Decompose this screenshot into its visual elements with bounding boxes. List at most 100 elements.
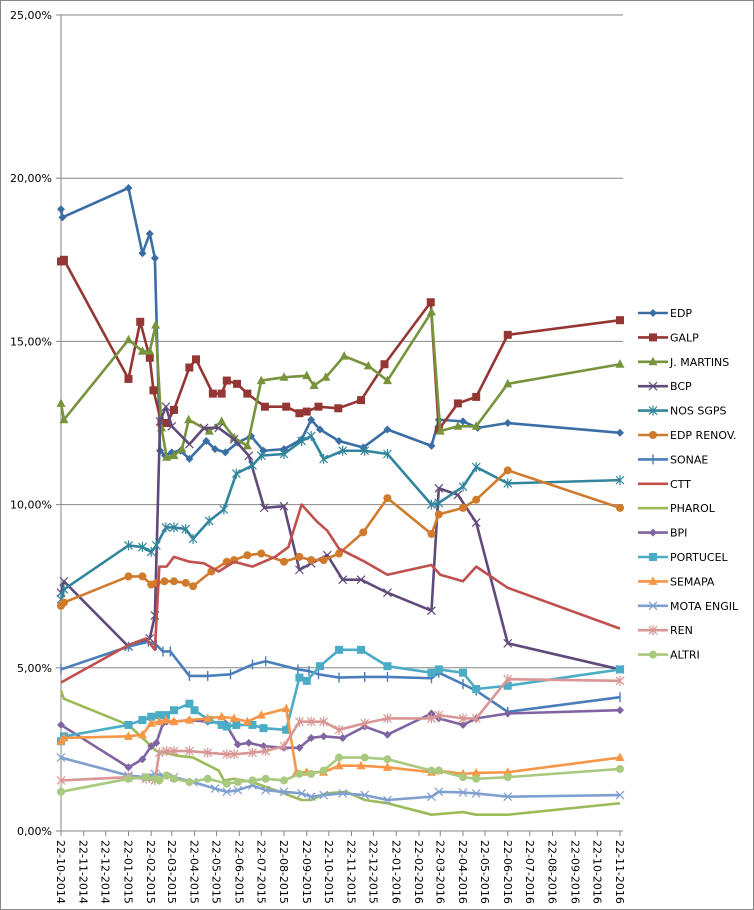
data-point-bcp — [167, 421, 177, 431]
data-point-bcp — [184, 439, 194, 449]
data-point-j-martins — [471, 421, 481, 430]
data-point-j-martins — [145, 346, 155, 355]
series-nos-sgps — [56, 431, 625, 605]
data-point-edp — [185, 454, 194, 463]
data-point-mota-engil — [503, 792, 513, 802]
data-point-mota-engil — [383, 795, 392, 805]
data-point-portucel — [222, 722, 231, 731]
data-point-semapa — [229, 713, 239, 722]
data-point-nos-sgps — [188, 533, 198, 544]
data-point-j-martins — [217, 416, 227, 425]
data-point-galp — [260, 402, 269, 411]
x-tick-label: 22-03-2015 — [165, 840, 178, 904]
data-point-ren — [306, 716, 316, 727]
legend-label: REN — [670, 624, 693, 637]
data-point-nos-sgps — [248, 460, 257, 471]
data-point-portucel — [138, 716, 147, 725]
legend-entry-ctt: CTT — [638, 478, 691, 491]
data-point-galp — [208, 389, 217, 398]
data-point-semapa — [203, 713, 213, 722]
data-point-semapa — [169, 716, 179, 726]
data-point-mota-engil — [222, 787, 232, 797]
series-edp-renov — [57, 466, 624, 610]
data-point-bpi — [383, 730, 392, 739]
legend-entry-edp-renov: EDP RENOV. — [638, 429, 736, 442]
data-point-edp — [124, 183, 133, 192]
data-point-ren — [222, 749, 232, 760]
data-point-altri — [360, 753, 369, 762]
y-tick-label: 5,00% — [17, 662, 52, 675]
legend-label: BPI — [670, 527, 687, 540]
data-point-mota-engil — [471, 789, 481, 798]
data-point-j-martins — [59, 414, 69, 424]
data-point-nos-sgps — [204, 515, 214, 526]
data-point-edp-renov — [383, 494, 392, 503]
series-galp — [57, 255, 624, 434]
data-point-bcp — [338, 575, 348, 585]
data-point-altri — [503, 773, 512, 782]
data-point-nos-sgps — [151, 540, 161, 551]
data-point-bpi — [616, 706, 624, 715]
data-point-ren — [319, 716, 329, 727]
data-point-nos-sgps — [338, 445, 348, 456]
data-point-altri — [335, 753, 344, 762]
x-tick-label: 22-10-2015 — [322, 840, 335, 904]
data-point-portucel — [434, 665, 443, 674]
data-point-j-martins — [309, 380, 319, 389]
data-point-mota-engil — [427, 792, 436, 802]
data-point-ren — [279, 741, 289, 752]
data-point-bcp — [434, 483, 444, 493]
data-point-altri — [169, 774, 178, 783]
data-point-nos-sgps — [458, 481, 468, 492]
x-tick-label: 22-04-2015 — [188, 840, 201, 904]
data-point-ren — [154, 747, 164, 758]
legend-label: EDP — [670, 307, 692, 320]
legend-entry-portucel: PORTUCEL — [638, 551, 729, 564]
legend-entry-galp: GALP — [638, 331, 699, 344]
legend-marker — [648, 576, 658, 585]
series-line-ctt — [60, 503, 621, 684]
data-point-altri — [616, 764, 624, 773]
data-point-bpi — [319, 732, 328, 741]
data-point-edp-renov — [319, 556, 328, 565]
data-point-edp — [150, 254, 159, 263]
data-point-nos-sgps — [256, 450, 266, 461]
data-point-galp — [185, 363, 194, 372]
data-point-edp — [202, 436, 211, 445]
data-point-altri — [162, 771, 171, 780]
data-point-bcp — [383, 588, 392, 598]
series-ren — [56, 674, 625, 786]
data-point-galp — [243, 389, 252, 398]
data-point-altri — [155, 776, 164, 785]
data-point-mota-engil — [615, 790, 625, 800]
data-point-ren — [471, 713, 481, 724]
data-point-mota-engil — [297, 789, 307, 798]
data-point-j-martins — [435, 426, 445, 435]
legend-label: ALTRI — [670, 649, 700, 662]
data-point-j-martins — [177, 444, 187, 453]
data-point-j-martins — [151, 320, 161, 329]
data-point-nos-sgps — [427, 499, 436, 510]
legend-entry-bpi: BPI — [638, 527, 687, 540]
data-point-altri — [383, 755, 392, 764]
data-point-j-martins — [302, 370, 312, 380]
series-portucel — [57, 645, 624, 746]
y-tick-label: 15,00% — [10, 335, 52, 348]
x-tick-label: 22-11-2014 — [77, 840, 90, 904]
data-point-galp — [217, 389, 226, 398]
data-point-bpi — [57, 720, 65, 729]
y-tick-label: 10,00% — [10, 499, 52, 512]
data-point-galp — [302, 407, 311, 416]
data-point-semapa — [503, 767, 513, 776]
data-point-mota-engil — [233, 785, 243, 795]
data-point-j-martins — [615, 359, 625, 368]
data-point-mota-engil — [458, 788, 468, 797]
legend-label: J. MARTINS — [669, 356, 729, 369]
data-point-edp-renov — [181, 578, 190, 587]
legend-label: GALP — [670, 331, 699, 344]
x-tick-label: 22-05-2016 — [478, 840, 491, 904]
data-point-nos-sgps — [59, 584, 69, 595]
x-tick-label: 22-08-2015 — [277, 840, 290, 904]
data-point-portucel — [302, 676, 311, 685]
